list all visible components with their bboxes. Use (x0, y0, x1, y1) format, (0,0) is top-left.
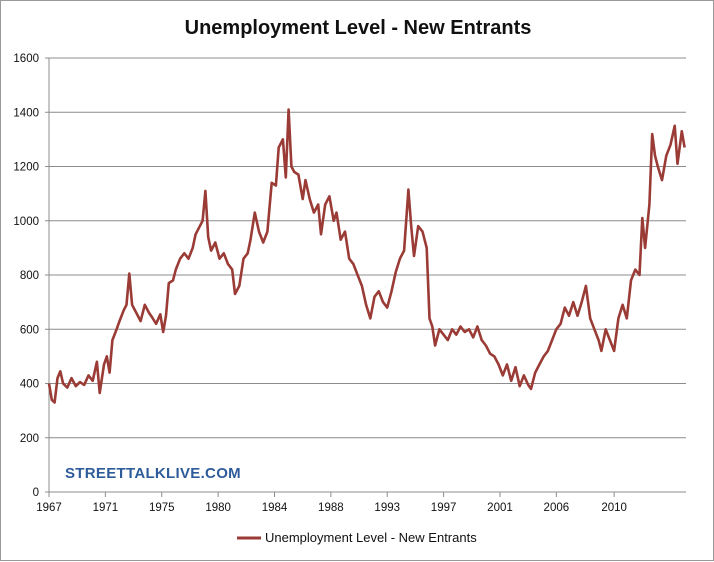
y-tick-label: 1200 (13, 162, 39, 174)
x-tick-label: 1997 (431, 502, 457, 514)
y-tick-label: 200 (20, 433, 39, 445)
series-group (47, 108, 686, 404)
y-tick-label: 600 (20, 324, 39, 336)
x-tick-label: 1988 (318, 502, 344, 514)
gridlines (49, 57, 686, 439)
y-tick-label: 1400 (13, 107, 39, 119)
y-tick-label: 1000 (13, 216, 39, 228)
x-tick-label: 1980 (205, 502, 231, 514)
x-tick-label: 1971 (93, 502, 119, 514)
x-axis-ticks: 1967 1971 1975 1980 1984 1988 1993 1997 2001 2006… (36, 492, 627, 514)
series-line (47, 108, 686, 404)
legend-label: Unemployment Level - New Entrants (265, 530, 477, 545)
watermark-text: STREETTALKLIVE.COM (65, 465, 241, 482)
chart-title: Unemployment Level - New Entrants (185, 17, 532, 39)
x-tick-label: 2001 (487, 502, 513, 514)
y-axis-ticks: 0 200 400 600 800 1000 1200 1400 1600 (13, 53, 49, 499)
y-tick-label: 800 (20, 270, 39, 282)
x-tick-label: 1975 (149, 502, 175, 514)
y-tick-label: 0 (33, 487, 39, 499)
x-tick-label: 1967 (36, 502, 62, 514)
legend: Unemployment Level - New Entrants (237, 530, 477, 545)
x-tick-label: 2006 (544, 502, 570, 514)
x-tick-label: 1993 (374, 502, 400, 514)
x-tick-label: 1984 (262, 502, 288, 514)
x-tick-label: 2010 (601, 502, 627, 514)
y-tick-label: 1600 (13, 53, 39, 65)
y-tick-label: 400 (20, 379, 39, 391)
